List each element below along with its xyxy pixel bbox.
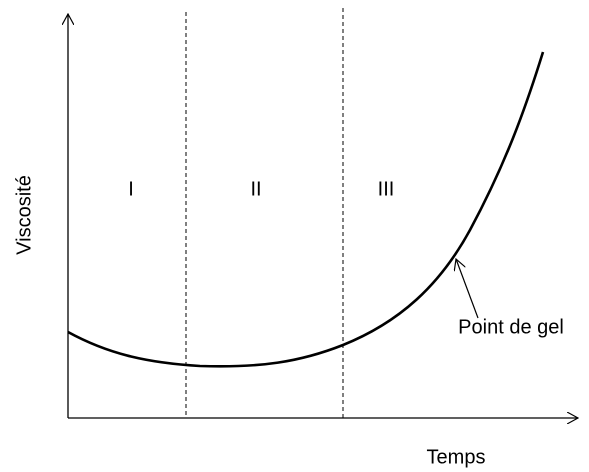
region-label: II — [250, 178, 261, 200]
annotation-arrow — [456, 259, 479, 319]
y-axis-label: Viscosité — [13, 175, 35, 255]
region-label: I — [128, 178, 134, 200]
region-label: III — [378, 178, 395, 200]
viscosity-curve — [67, 51, 545, 368]
annotation: Point de gel — [458, 316, 564, 338]
x-axis-label: Temps — [427, 446, 486, 468]
